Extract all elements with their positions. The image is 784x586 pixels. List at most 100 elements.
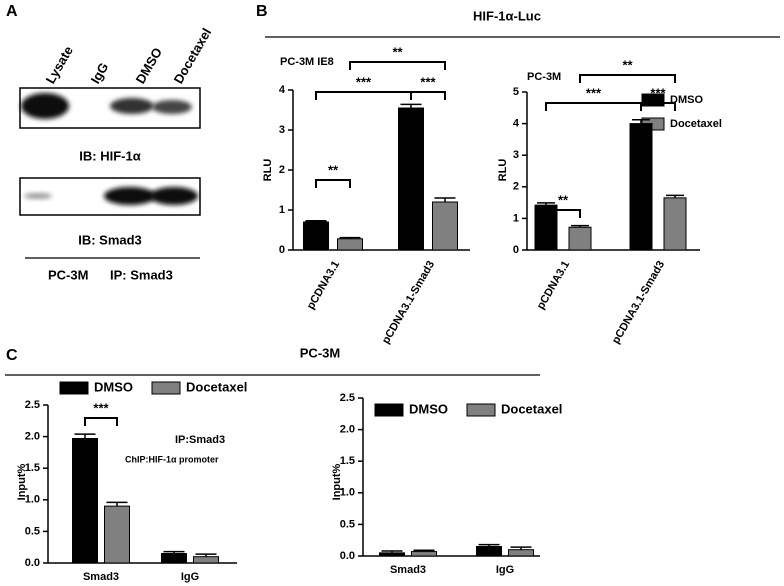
x-tick-label: IgG	[496, 564, 514, 576]
legend-label: Docetaxel	[501, 401, 562, 416]
legend-swatch	[466, 403, 496, 417]
y-axis-label: Input%	[16, 463, 28, 500]
y-tick-label: 0	[513, 244, 519, 256]
significance-label: ***	[420, 74, 436, 89]
legend-label: DMSO	[94, 379, 133, 394]
bar	[379, 552, 405, 557]
y-tick-label: 1.5	[340, 455, 355, 467]
legend-swatch	[59, 381, 89, 395]
bar	[303, 221, 329, 251]
panel-label: A	[6, 3, 18, 20]
y-tick-label: 1.5	[25, 462, 40, 474]
bar	[663, 197, 687, 251]
lane-label: Docetaxel	[171, 26, 215, 87]
significance-label: **	[328, 162, 339, 177]
y-tick-label: 1.0	[340, 487, 355, 499]
y-tick-label: 2.5	[25, 399, 40, 411]
x-tick-label: IgG	[181, 571, 199, 583]
y-axis-label: RLU	[497, 159, 509, 182]
lane-label: Lysate	[43, 43, 76, 86]
ib-label: IB: Smad3	[78, 232, 142, 247]
panel-title: HIF-1α-Luc	[473, 8, 541, 23]
y-tick-label: 3	[513, 149, 519, 161]
y-tick-label: 2	[279, 164, 285, 176]
x-tick-label: pCDNA3.1	[535, 259, 572, 312]
significance-bracket	[84, 417, 118, 426]
chart-title: PC-3M IE8	[280, 56, 334, 68]
bar	[161, 553, 187, 564]
ib-label: IB: HIF-1α	[79, 148, 140, 163]
y-tick-label: 2.0	[340, 424, 355, 436]
y-tick-label: 4	[279, 84, 286, 96]
bar	[476, 546, 502, 557]
bar	[411, 551, 437, 557]
bar	[104, 505, 130, 564]
significance-bracket	[410, 91, 446, 100]
y-tick-label: 1.0	[25, 494, 40, 506]
significance-bracket	[545, 102, 642, 111]
bar	[568, 226, 592, 251]
significance-bracket	[579, 74, 676, 83]
y-tick-label: 5	[513, 86, 519, 98]
panel-label: B	[256, 3, 268, 20]
legend-label: DMSO	[409, 401, 448, 416]
y-tick-label: 0.0	[340, 550, 355, 562]
y-tick-label: 0	[279, 244, 285, 256]
significance-label: ***	[356, 74, 372, 89]
x-tick-label: Smad3	[390, 564, 426, 576]
significance-bracket	[640, 102, 676, 111]
legend-label: Docetaxel	[670, 118, 722, 130]
cell-line: PC-3M	[48, 267, 88, 282]
bar	[508, 549, 534, 557]
significance-bracket	[545, 209, 581, 218]
lane-label: IgG	[88, 60, 112, 86]
significance-bracket	[349, 61, 446, 70]
annotation: ChIP:HIF-1α promoter	[125, 454, 219, 464]
legend-swatch	[374, 403, 404, 417]
bar	[432, 201, 458, 251]
blot-image	[19, 87, 201, 129]
blot-image	[19, 177, 201, 216]
legend-swatch	[151, 381, 181, 395]
lane-label: DMSO	[133, 45, 165, 86]
y-tick-label: 1	[279, 204, 285, 216]
significance-label: ***	[650, 85, 666, 100]
x-tick-label: Smad3	[83, 571, 119, 583]
bar	[337, 238, 363, 251]
y-tick-label: 0.5	[25, 525, 40, 537]
y-tick-label: 4	[513, 118, 520, 130]
y-tick-label: 2.5	[340, 392, 355, 404]
panel-title: PC-3M	[300, 345, 340, 360]
y-axis-label: RLU	[262, 159, 274, 182]
y-tick-label: 1	[513, 212, 519, 224]
bar	[534, 204, 558, 251]
significance-label: **	[622, 57, 633, 72]
annotation: IP:Smad3	[175, 434, 225, 446]
x-tick-label: pCDNA3.1-Smad3	[380, 259, 437, 346]
legend-label: Docetaxel	[186, 379, 247, 394]
x-tick-label: pCDNA3.1	[305, 259, 342, 312]
chart-title: PC-3M	[527, 71, 561, 83]
bar	[193, 556, 219, 564]
y-tick-label: 2.0	[25, 431, 40, 443]
ip-label: IP: Smad3	[110, 267, 173, 282]
panel-label: C	[6, 347, 18, 364]
y-tick-label: 3	[279, 124, 285, 136]
significance-label: **	[558, 192, 569, 207]
significance-bracket	[315, 91, 412, 100]
significance-bracket	[315, 179, 351, 188]
legend-label: DMSO	[670, 94, 703, 106]
y-tick-label: 0.5	[340, 518, 355, 530]
y-tick-label: 0.0	[25, 557, 40, 569]
y-tick-label: 2	[513, 181, 519, 193]
significance-label: ***	[586, 85, 602, 100]
bar	[398, 107, 424, 251]
significance-label: ***	[93, 400, 109, 415]
y-axis-label: Input%	[331, 463, 343, 500]
bar	[72, 437, 98, 564]
significance-label: **	[392, 44, 403, 59]
bar	[629, 123, 653, 251]
x-tick-label: pCDNA3.1-Smad3	[610, 259, 667, 346]
